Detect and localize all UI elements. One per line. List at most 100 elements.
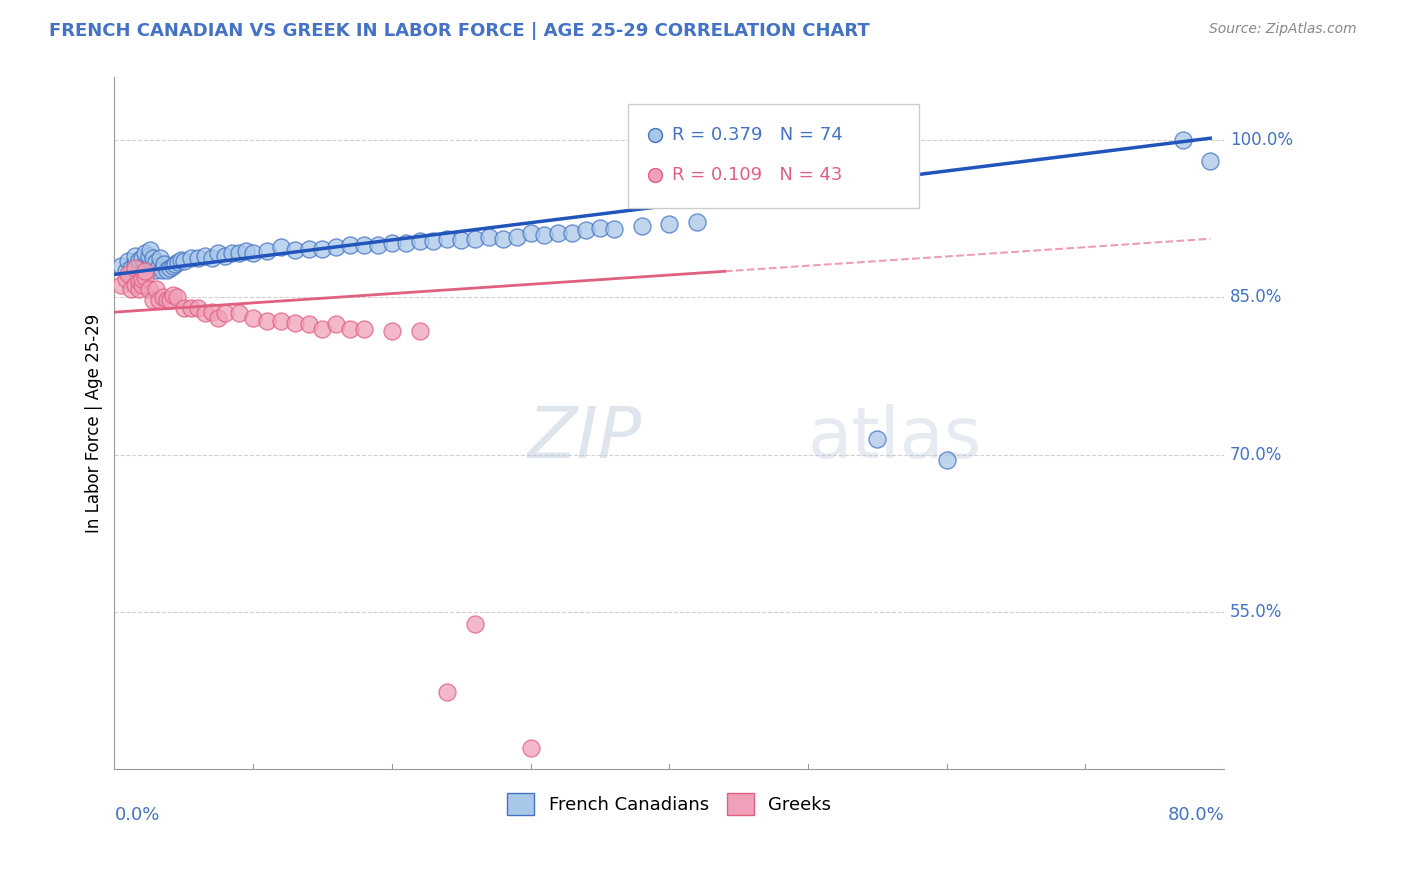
Point <box>297 242 319 256</box>
Point <box>644 168 666 182</box>
Point <box>194 306 217 320</box>
Point <box>148 293 170 307</box>
Point <box>408 234 430 248</box>
Point <box>148 259 170 273</box>
Point <box>464 617 486 632</box>
Point <box>131 277 153 292</box>
Point <box>142 293 165 307</box>
Point <box>284 244 307 258</box>
Point <box>138 259 160 273</box>
Point <box>134 246 156 260</box>
Point <box>478 229 501 244</box>
Point <box>353 238 375 252</box>
Point <box>603 222 626 236</box>
Point <box>138 282 160 296</box>
Point <box>159 261 181 276</box>
Point <box>214 249 236 263</box>
Point <box>395 235 418 250</box>
Text: 55.0%: 55.0% <box>1230 603 1282 621</box>
Point <box>589 221 612 235</box>
Point <box>1199 154 1222 169</box>
Point <box>325 317 347 331</box>
Point <box>492 232 515 246</box>
Point <box>167 255 190 269</box>
Point <box>180 251 202 265</box>
Point <box>935 453 957 467</box>
Point <box>152 291 174 305</box>
Point <box>124 257 146 271</box>
Point <box>644 128 666 142</box>
Point <box>519 741 541 756</box>
Point <box>159 293 181 307</box>
Point <box>658 217 681 231</box>
Point <box>422 234 444 248</box>
Point <box>110 277 132 292</box>
Text: R = 0.109   N = 43: R = 0.109 N = 43 <box>672 166 842 184</box>
Point <box>256 244 278 259</box>
Point <box>114 264 136 278</box>
FancyBboxPatch shape <box>627 103 920 209</box>
Point <box>156 263 179 277</box>
Point <box>561 226 583 240</box>
Point <box>311 242 333 256</box>
Point <box>200 251 222 265</box>
Text: 70.0%: 70.0% <box>1230 446 1282 464</box>
Point <box>124 277 146 292</box>
Point <box>150 263 173 277</box>
Point <box>381 324 404 338</box>
Text: R = 0.379   N = 74: R = 0.379 N = 74 <box>672 126 842 145</box>
Point <box>284 316 307 330</box>
Point <box>153 257 176 271</box>
Point <box>134 269 156 284</box>
Point <box>194 249 217 263</box>
Point <box>235 244 257 259</box>
Text: ZIP: ZIP <box>527 404 641 474</box>
Point <box>134 264 156 278</box>
Point <box>436 232 458 246</box>
Point <box>353 322 375 336</box>
Point <box>242 246 264 260</box>
Point <box>228 306 250 320</box>
Point <box>221 246 243 260</box>
Point <box>128 252 150 267</box>
Point <box>142 257 165 271</box>
Point <box>207 246 229 260</box>
Text: 100.0%: 100.0% <box>1230 131 1292 149</box>
Point <box>145 282 167 296</box>
Point <box>145 255 167 269</box>
Point <box>165 257 187 271</box>
Point <box>325 240 347 254</box>
Point <box>242 311 264 326</box>
Point <box>131 251 153 265</box>
Point <box>120 282 142 296</box>
Point <box>866 432 889 446</box>
Point <box>139 244 162 258</box>
Point <box>128 282 150 296</box>
Point <box>134 257 156 271</box>
Point <box>519 226 541 240</box>
Point <box>450 233 472 247</box>
Point <box>110 259 132 273</box>
Point <box>124 261 146 276</box>
Point <box>228 246 250 260</box>
Point <box>214 306 236 320</box>
Point <box>128 261 150 276</box>
Text: Source: ZipAtlas.com: Source: ZipAtlas.com <box>1209 22 1357 37</box>
Point <box>381 235 404 250</box>
Text: 80.0%: 80.0% <box>1167 805 1225 823</box>
Point <box>533 227 555 242</box>
Point <box>367 238 389 252</box>
Point <box>131 271 153 285</box>
Point <box>117 253 139 268</box>
Text: atlas: atlas <box>808 404 983 474</box>
Point <box>339 322 361 336</box>
Point <box>173 301 195 315</box>
Point <box>256 313 278 327</box>
Point <box>270 240 292 254</box>
Point <box>297 317 319 331</box>
Point <box>166 291 188 305</box>
Point <box>311 322 333 336</box>
Point <box>505 229 527 244</box>
Point <box>156 293 179 307</box>
Point <box>145 263 167 277</box>
